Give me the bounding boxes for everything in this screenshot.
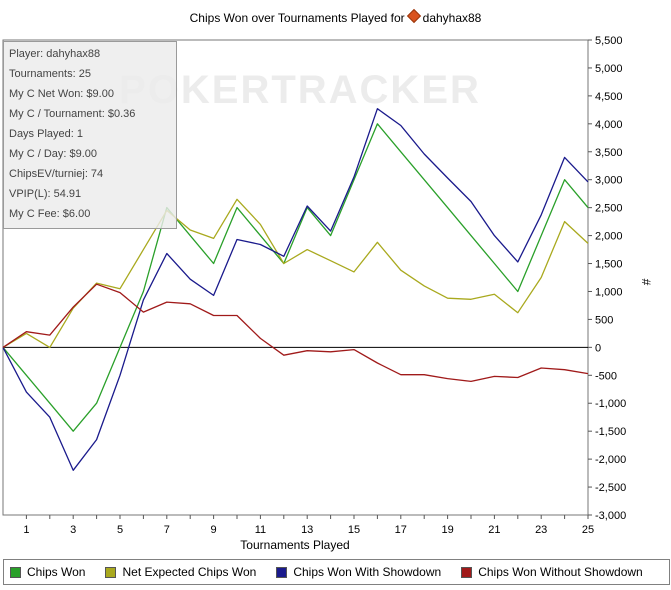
x-tick-label: 19 <box>441 524 453 536</box>
series-line-net-expected-chips-won <box>2 198 589 349</box>
y-tick-label: 3,500 <box>595 147 623 159</box>
y-tick-label: -2,500 <box>595 482 626 494</box>
y-tick-label: -2,000 <box>595 454 626 466</box>
legend-item[interactable]: Chips Won <box>10 565 85 579</box>
y-tick-label: 1,500 <box>595 259 623 271</box>
x-tick-label: 17 <box>395 524 407 536</box>
y-tick-label: 5,500 <box>595 35 623 47</box>
y-tick-label: 3,000 <box>595 175 623 187</box>
chart-title-text: Chips Won over Tournaments Played for <box>189 11 405 25</box>
stat-line: ChipsEV/turniej: 74 <box>9 168 104 180</box>
chart-title-player: dahyhax88 <box>422 11 482 25</box>
stat-line: My C / Day: $9.00 <box>9 148 98 160</box>
player-stats-box: Player: dahyhax88 Tournaments: 25 My C Net… <box>3 41 177 229</box>
x-axis-label: Tournaments Played <box>240 538 350 552</box>
legend-label: Net Expected Chips Won <box>122 565 257 579</box>
x-tick-label: 23 <box>535 524 547 536</box>
stat-line: VPIP(L): 54.91 <box>9 188 82 200</box>
legend-swatch <box>105 566 117 578</box>
x-tick-label: 21 <box>488 524 500 536</box>
y-tick-label: 0 <box>595 342 601 354</box>
watermark-text: POKERTRACKER <box>119 68 481 112</box>
legend-item[interactable]: Chips Won With Showdown <box>276 565 441 579</box>
x-tick-label: 15 <box>348 524 360 536</box>
y-tick-label: 500 <box>595 314 613 326</box>
legend-swatch <box>461 566 473 578</box>
legend: Chips Won Net Expected Chips Won Chips Won… <box>3 559 670 585</box>
legend-label: Chips Won <box>27 565 86 579</box>
stat-line: My C / Tournament: $0.36 <box>9 108 136 120</box>
y-tick-label: -500 <box>595 370 617 382</box>
y-tick-label: -1,000 <box>595 398 626 410</box>
x-tick-label: 9 <box>211 524 217 536</box>
legend-label: Chips Won With Showdown <box>293 565 442 579</box>
stat-line: Days Played: 1 <box>9 128 83 140</box>
y-tick-label: 2,500 <box>595 203 623 215</box>
x-tick-label: 5 <box>117 524 123 536</box>
x-tick-label: 1 <box>23 524 29 536</box>
x-tick-label: 7 <box>164 524 170 536</box>
stat-line: Player: dahyhax88 <box>9 48 101 60</box>
series-line-chips-won-without-showdown <box>2 283 589 383</box>
series-line-chips-won-with-showdown <box>2 108 589 471</box>
y-tick-label: -3,000 <box>595 510 626 522</box>
stat-line: Tournaments: 25 <box>9 68 91 80</box>
legend-swatch <box>10 566 21 578</box>
stat-line: My C Fee: $6.00 <box>9 208 91 220</box>
y-tick-label: 5,000 <box>595 63 623 75</box>
y-tick-label: 2,000 <box>595 231 623 243</box>
legend-label: Chips Won Without Showdown <box>478 565 643 579</box>
y-tick-label: 4,500 <box>595 91 623 103</box>
y-tick-label: 4,000 <box>595 119 623 131</box>
x-tick-label: 3 <box>70 524 76 536</box>
y-tick-label: 1,000 <box>595 286 623 298</box>
stat-line: My C Net Won: $9.00 <box>9 88 114 100</box>
chart-title: Chips Won over Tournaments Played for dah… <box>0 8 671 25</box>
y-axis-label: # <box>639 279 653 286</box>
legend-item[interactable]: Chips Won Without Showdown <box>461 565 643 579</box>
x-tick-label: 25 <box>582 524 594 536</box>
legend-item[interactable]: Net Expected Chips Won <box>105 565 256 579</box>
legend-swatch <box>276 566 288 578</box>
x-tick-label: 13 <box>301 524 313 536</box>
y-tick-label: -1,500 <box>595 426 626 438</box>
plot-frame <box>2 39 589 516</box>
series-line-chips-won <box>2 123 589 432</box>
x-tick-label: 11 <box>255 524 266 536</box>
